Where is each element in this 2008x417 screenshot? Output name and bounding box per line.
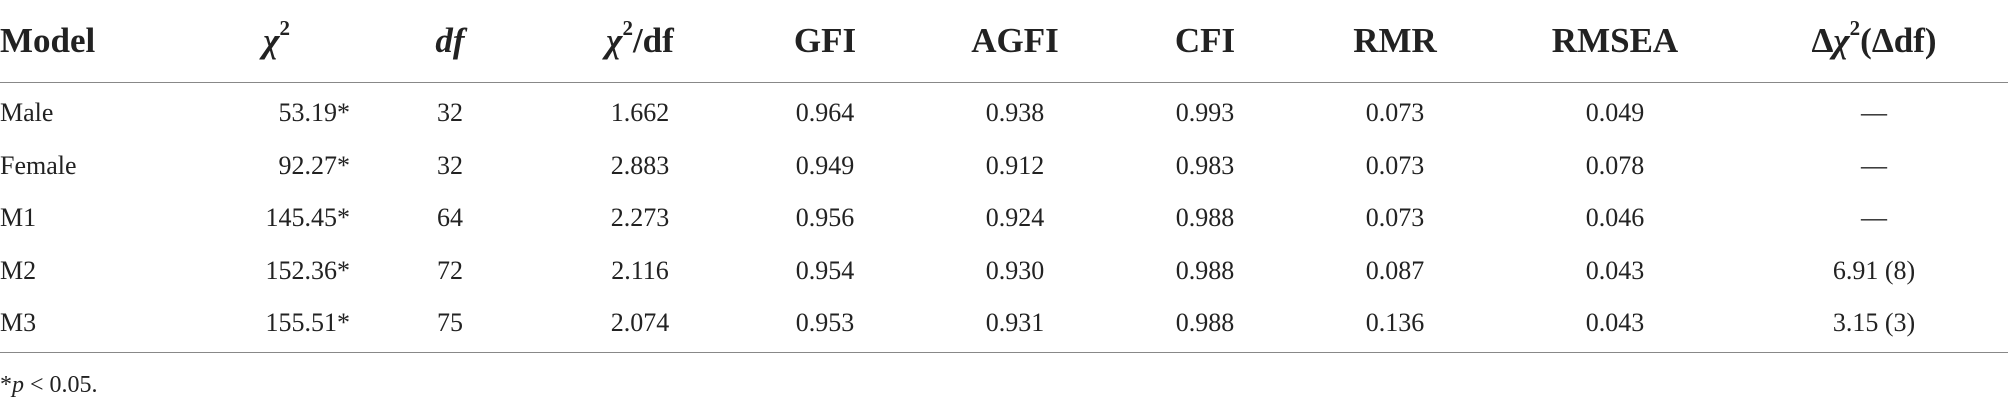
header-rmsea: RMSEA xyxy=(1490,0,1740,83)
table-row: M2 152.36* 72 2.116 0.954 0.930 0.988 0.… xyxy=(0,245,2008,298)
cell-agfi: 0.930 xyxy=(985,255,1045,285)
cell-chi-square: 145.45* xyxy=(265,203,351,233)
header-chi-square-over-df: χ2/df xyxy=(550,0,730,83)
cell-chi-square: 155.51* xyxy=(160,297,350,353)
cell-chi-square-over-df: 1.662 xyxy=(610,98,670,128)
cell-model: M2 xyxy=(0,255,37,285)
footnote-star: * xyxy=(0,372,12,398)
cell-cfi: 0.988 xyxy=(1175,255,1235,285)
header-df: df xyxy=(350,0,550,83)
cell-cfi: 0.988 xyxy=(1110,297,1300,353)
cell-chi-square: 152.36* xyxy=(265,255,351,285)
header-delta-chi-square: Δχ2(Δdf) xyxy=(1740,0,2008,83)
cell-gfi: 0.956 xyxy=(795,203,855,233)
cell-model: Female xyxy=(0,150,77,180)
cell-gfi: 0.964 xyxy=(795,98,855,128)
header-chi-square: χ2 xyxy=(160,0,350,83)
fit-indices-table-container: Model χ2 df χ2/df GFI AGFI CFI RMR RMSEA… xyxy=(0,0,2008,353)
cell-gfi: 0.949 xyxy=(795,150,855,180)
cell-delta: — xyxy=(1861,150,1887,180)
cell-rmr: 0.073 xyxy=(1365,150,1425,180)
cell-df: 72 xyxy=(437,255,463,285)
header-cfi: CFI xyxy=(1110,0,1300,83)
cell-df: 75 xyxy=(350,297,550,353)
fit-indices-table: Model χ2 df χ2/df GFI AGFI CFI RMR RMSEA… xyxy=(0,0,2008,353)
table-row: M1 145.45* 64 2.273 0.956 0.924 0.988 0.… xyxy=(0,192,2008,245)
cell-model: M1 xyxy=(0,203,37,233)
cell-rmr: 0.136 xyxy=(1300,297,1490,353)
cell-model: Male xyxy=(0,98,54,128)
header-gfi: GFI xyxy=(730,0,920,83)
cell-agfi: 0.938 xyxy=(985,98,1045,128)
header-model: Model xyxy=(0,0,160,83)
table-header-row: Model χ2 df χ2/df GFI AGFI CFI RMR RMSEA… xyxy=(0,0,2008,83)
cell-chi-square-over-df: 2.074 xyxy=(550,297,730,353)
table-row: Male 53.19* 32 1.662 0.964 0.938 0.993 0… xyxy=(0,83,2008,140)
table-footnote: *p < 0.05. xyxy=(0,372,98,399)
cell-delta: 3.15 (3) xyxy=(1740,297,2008,353)
footnote-p: p xyxy=(12,372,24,398)
cell-df: 32 xyxy=(437,150,463,180)
cell-gfi: 0.953 xyxy=(730,297,920,353)
cell-agfi: 0.931 xyxy=(920,297,1110,353)
cell-chi-square-over-df: 2.273 xyxy=(610,203,670,233)
cell-rmsea: 0.049 xyxy=(1585,98,1645,128)
chi-superscript: 2 xyxy=(279,16,291,41)
footnote-text: < 0.05. xyxy=(24,372,98,398)
cell-rmr: 0.073 xyxy=(1365,203,1425,233)
cell-rmr: 0.073 xyxy=(1365,98,1425,128)
cell-cfi: 0.993 xyxy=(1175,98,1235,128)
cell-cfi: 0.988 xyxy=(1175,203,1235,233)
cell-agfi: 0.912 xyxy=(985,150,1045,180)
table-row: Female 92.27* 32 2.883 0.949 0.912 0.983… xyxy=(0,140,2008,193)
cell-rmsea: 0.046 xyxy=(1585,203,1645,233)
cell-chi-square: 92.27* xyxy=(278,150,351,180)
cell-rmsea: 0.043 xyxy=(1490,297,1740,353)
cell-chi-square-over-df: 2.883 xyxy=(610,150,670,180)
table-row: M3 155.51* 75 2.074 0.953 0.931 0.988 0.… xyxy=(0,297,2008,353)
header-rmr: RMR xyxy=(1300,0,1490,83)
cell-chi-square: 53.19* xyxy=(278,98,351,128)
header-agfi: AGFI xyxy=(920,0,1110,83)
cell-rmr: 0.087 xyxy=(1365,255,1425,285)
cell-df: 64 xyxy=(437,203,463,233)
cell-chi-square-over-df: 2.116 xyxy=(611,255,669,285)
cell-agfi: 0.924 xyxy=(985,203,1045,233)
cell-delta: — xyxy=(1861,98,1887,128)
cell-rmsea: 0.078 xyxy=(1585,150,1645,180)
cell-df: 32 xyxy=(437,98,463,128)
cell-delta: 6.91 (8) xyxy=(1832,255,1916,285)
cell-rmsea: 0.043 xyxy=(1585,255,1645,285)
cell-delta: — xyxy=(1861,203,1887,233)
cell-cfi: 0.983 xyxy=(1175,150,1235,180)
cell-gfi: 0.954 xyxy=(795,255,855,285)
cell-model: M3 xyxy=(0,297,160,353)
chi-symbol: χ xyxy=(263,21,280,60)
